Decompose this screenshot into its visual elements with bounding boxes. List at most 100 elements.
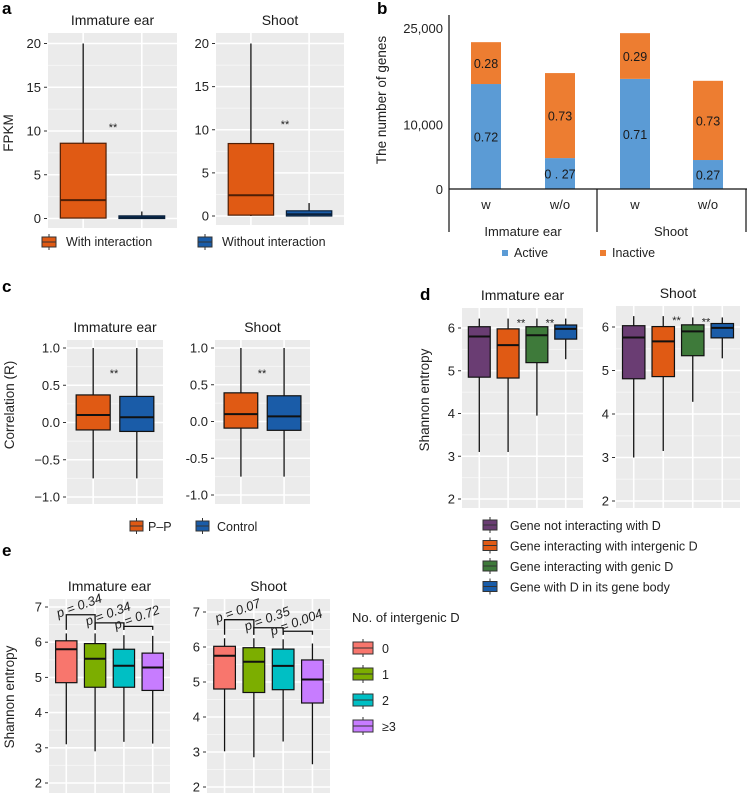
box-iqr xyxy=(227,142,275,216)
box-2: ** xyxy=(680,316,711,402)
box-iqr xyxy=(119,395,155,433)
y-tick-label: −1.0 xyxy=(34,490,60,505)
legend-label: Without interaction xyxy=(222,235,326,249)
y-axis-label: The number of genes xyxy=(374,36,389,165)
legend-label: Control xyxy=(217,520,257,534)
facet-shoot: Shoot -1.0 -0.5 0.0 0.5 1.0 xyxy=(186,319,310,504)
facet-immature-ear: Immature ear 2 3 4 5 6 7 xyxy=(35,578,170,793)
facet-immature-ear: Immature ear 0 5 10 15 20 xyxy=(27,12,177,228)
box-3 xyxy=(554,318,578,360)
box-3 xyxy=(710,317,735,359)
bar-data-label: 0.27 xyxy=(696,169,720,183)
legend-key-icon xyxy=(129,518,144,534)
y-tick-label: 25,000 xyxy=(403,21,443,36)
y-tick-label: 0 xyxy=(202,209,209,224)
bar-inactive xyxy=(693,80,723,161)
legend-key-icon xyxy=(352,639,374,657)
panel-a: a FPKM Immature ear 0 5 10 15 20 Shoot 0 5 10 15 20 **… xyxy=(1,0,344,250)
facet-title: Shoot xyxy=(262,12,299,28)
box-0 xyxy=(59,43,107,219)
box-1: ** xyxy=(651,315,682,451)
box-1 xyxy=(118,211,166,220)
legend-label: Gene not interacting with D xyxy=(510,519,661,533)
box-iqr xyxy=(496,328,520,379)
bar-stack-2: 0.71 0.29 w xyxy=(620,33,650,212)
box-iqr xyxy=(266,395,302,431)
y-tick-label: 3 xyxy=(448,449,455,464)
legend-swatch xyxy=(502,250,508,256)
panel-letter: a xyxy=(2,0,12,18)
y-tick-label: 1.0 xyxy=(42,341,60,356)
facet-immature-ear: Immature ear −1.0 −0.5 0.0 0.5 1.0 xyxy=(34,319,163,505)
significance-label: ** xyxy=(109,122,118,134)
y-tick-label: 0.0 xyxy=(190,414,208,429)
pvalue-brackets: p = 0.07p = 0.35p = 0.004 xyxy=(212,595,325,639)
y-tick-label: 2 xyxy=(448,492,455,507)
y-tick-label: 4 xyxy=(448,406,455,421)
box-iqr xyxy=(554,324,578,340)
y-tick-label: 7 xyxy=(35,600,42,615)
box-iqr xyxy=(680,324,705,357)
box-iqr xyxy=(710,322,735,339)
y-tick-label: 5 xyxy=(34,167,41,182)
box-iqr xyxy=(651,325,676,378)
legend-label: Inactive xyxy=(612,246,655,260)
legend-key-icon xyxy=(482,537,498,554)
y-tick-label: 7 xyxy=(193,605,200,620)
y-tick-label: 3 xyxy=(193,745,200,760)
y-tick-label: 1.0 xyxy=(190,341,208,356)
y-tick-label: 15 xyxy=(27,80,41,95)
box-iqr xyxy=(59,142,107,219)
group-label: Shoot xyxy=(654,224,688,239)
box-2: ** xyxy=(525,318,555,416)
bar-data-label: 0.29 xyxy=(623,50,647,64)
box-iqr xyxy=(141,652,164,692)
panel-letter: d xyxy=(420,285,430,304)
box-0 xyxy=(75,348,111,479)
y-tick-label: -1.0 xyxy=(186,488,208,503)
legend-key-icon xyxy=(41,234,57,250)
y-tick-label: 0.5 xyxy=(190,377,208,392)
group-label: Immature ear xyxy=(484,224,562,239)
plot-background xyxy=(49,599,170,793)
bar-stack-3: 0.27 0.73 w/o xyxy=(693,80,723,212)
y-tick-label: 4 xyxy=(35,705,42,720)
box-iqr xyxy=(75,394,111,431)
facet-shoot: Shoot 2 3 4 5 6 ** ** xyxy=(602,285,740,509)
facet-title: Shoot xyxy=(244,319,281,335)
facet-immature-ear: Immature ear 2 3 4 5 6 ** ** xyxy=(448,287,583,508)
bar-inactive xyxy=(620,33,650,79)
y-tick-label: 0 xyxy=(436,182,443,197)
bar-inactive xyxy=(545,73,575,159)
facet-title: Shoot xyxy=(250,578,287,594)
panel-letter: b xyxy=(377,0,387,18)
y-tick-label: −0.5 xyxy=(34,452,60,467)
box-0 xyxy=(621,316,646,458)
legend-label: Gene with D in its gene body xyxy=(510,581,671,595)
bar-data-label: 0.73 xyxy=(696,114,720,128)
facet-title: Immature ear xyxy=(71,12,155,28)
y-tick-label: 2 xyxy=(193,780,200,793)
y-tick-label: 10 xyxy=(195,122,209,137)
y-tick-label: 5 xyxy=(448,363,455,378)
legend-key-icon xyxy=(352,717,374,735)
box-1: ** xyxy=(496,318,526,452)
box-1 xyxy=(242,638,266,758)
facet-shoot: Shoot 0 5 10 15 20 xyxy=(195,12,344,225)
legend-title: No. of intergenic D xyxy=(352,610,460,625)
facet-title: Shoot xyxy=(660,285,697,301)
x-tick-label: w xyxy=(480,197,491,212)
box-0 xyxy=(55,633,78,745)
panel-b: b The number of genes 0 10,000 25,000 0.72 0.2… xyxy=(374,0,747,260)
panel-letter: e xyxy=(2,541,11,560)
y-tick-label: 3 xyxy=(602,450,609,465)
panel-c: c Correlation (R) Immature ear −1.0 −0.5 0.0 0… xyxy=(2,277,310,534)
box-iqr xyxy=(223,392,259,429)
box-iqr xyxy=(213,645,237,690)
significance-label: ** xyxy=(110,368,119,380)
box-iqr xyxy=(112,648,136,688)
y-tick-label: 20 xyxy=(195,36,209,51)
box-3 xyxy=(141,635,164,744)
legend-key-icon xyxy=(197,234,213,250)
